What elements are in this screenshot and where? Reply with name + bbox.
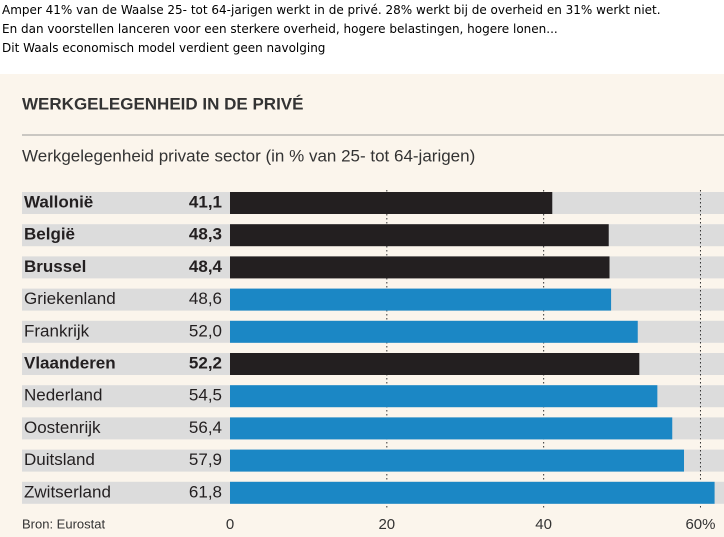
bar	[230, 320, 638, 343]
y-tick-label: Duitsland	[24, 450, 95, 469]
value-label: 48,3	[189, 225, 222, 244]
bar	[230, 224, 609, 247]
y-tick-label: Nederland	[24, 386, 102, 405]
value-label: 57,9	[189, 450, 222, 469]
chart-subtitle: Werkgelegenheid private sector (in % van…	[22, 146, 475, 165]
bar	[230, 353, 640, 375]
value-label: 52,0	[189, 321, 222, 340]
x-tick-label: 60%	[685, 516, 715, 533]
bar	[230, 385, 658, 408]
value-label: 41,1	[189, 192, 222, 211]
intro-line: Dit Waals economisch model verdient geen…	[2, 41, 326, 55]
y-tick-label: Brussel	[24, 257, 86, 276]
value-label: 48,6	[189, 289, 222, 308]
bar	[230, 417, 673, 440]
y-tick-label: Vlaanderen	[24, 353, 116, 372]
value-label: 56,4	[189, 418, 222, 437]
x-tick-label: 20	[378, 516, 395, 533]
value-label: 61,8	[189, 482, 222, 501]
y-tick-label: Zwitserland	[24, 482, 111, 501]
bar	[230, 192, 553, 214]
x-tick-label: 40	[535, 516, 552, 533]
y-tick-label: Oostenrijk	[24, 418, 101, 437]
intro-line: En dan voorstellen lanceren voor een ste…	[2, 22, 558, 36]
y-tick-label: Griekenland	[24, 289, 116, 308]
source: Bron: Eurostat	[22, 516, 105, 531]
y-tick-label: België	[24, 225, 75, 244]
bar	[230, 481, 715, 504]
bar	[230, 256, 610, 279]
y-tick-label: Frankrijk	[24, 321, 90, 340]
chart-title: WERKGELEGENHEID IN DE PRIVÉ	[22, 94, 303, 113]
intro-text: Amper 41% van de Waalse 25- tot 64-jarig…	[2, 1, 661, 58]
value-label: 52,2	[189, 353, 222, 372]
value-label: 48,4	[189, 257, 223, 276]
y-tick-label: Wallonië	[24, 192, 93, 211]
bar	[230, 449, 685, 472]
intro-line: Amper 41% van de Waalse 25- tot 64-jarig…	[2, 3, 661, 17]
bar	[230, 288, 612, 311]
value-label: 54,5	[189, 386, 222, 405]
x-tick-label: 0	[226, 516, 234, 533]
